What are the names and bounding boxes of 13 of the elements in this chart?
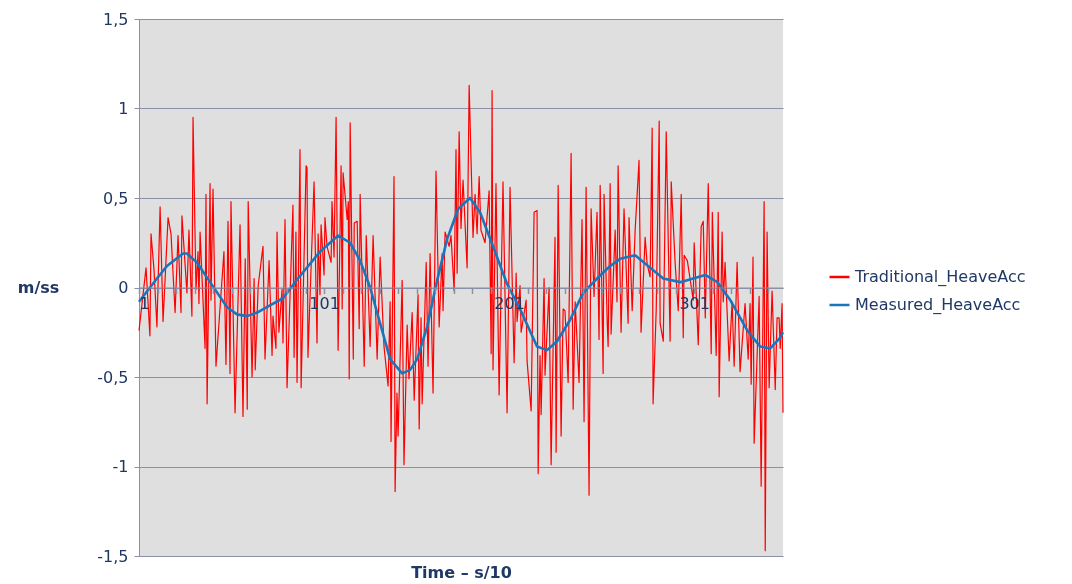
y-tick-label: -1,5: [97, 546, 129, 566]
line-series: [138, 84, 784, 552]
x-axis-title: Time – s/10: [411, 562, 512, 582]
y-tick-label: 1: [118, 99, 129, 118]
line-series: [137, 196, 785, 375]
y-tick-label: -1: [112, 457, 129, 476]
y-tick-label: -0,5: [97, 367, 129, 387]
legend-label: Measured_HeaveAcc: [855, 295, 1021, 315]
legend-label: Traditional_HeaveAcc: [854, 267, 1026, 287]
y-axis-title: m/ss: [17, 278, 60, 297]
y-tick-label: 0,5: [103, 188, 129, 208]
y-tick-label: 0: [118, 278, 129, 297]
y-tick-label: 1,5: [103, 9, 129, 29]
